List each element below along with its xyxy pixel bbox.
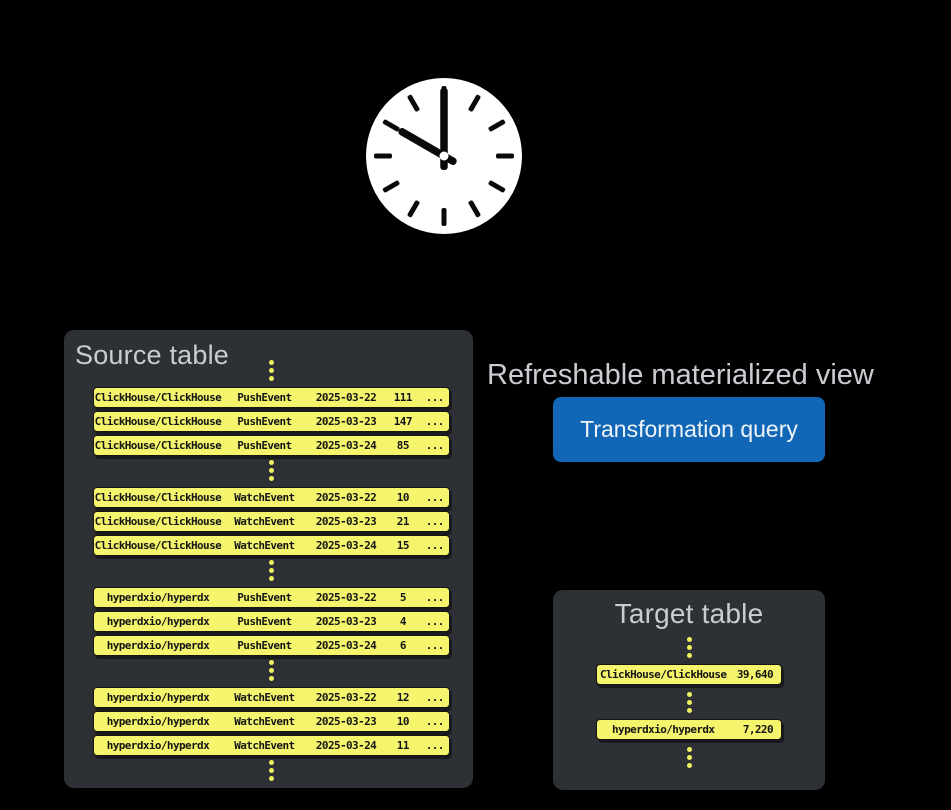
cell-count: 10: [396, 491, 410, 504]
cell-more: ...: [425, 539, 445, 552]
target-table-panel: Target table ClickHouse/ClickHouse 39,640…: [553, 590, 825, 790]
table-row: hyperdxio/hyperdx WatchEvent 2025-03-22 12.…: [93, 687, 450, 708]
source-table-title: Source table: [75, 340, 229, 370]
table-row: ClickHouse/ClickHouse 39,640: [596, 664, 782, 686]
cell-repo: hyperdxio/hyperdx: [106, 715, 210, 728]
cell-date: 2025-03-22: [315, 591, 377, 604]
cell-repo: hyperdxio/hyperdx: [106, 615, 210, 628]
cell-date: 2025-03-24: [315, 639, 377, 652]
cell-more: ...: [425, 415, 445, 428]
cell-repo: ClickHouse/ClickHouse: [94, 439, 222, 452]
cell-repo: ClickHouse/ClickHouse: [94, 415, 222, 428]
cell-event: PushEvent: [237, 391, 292, 404]
cell-count: 10: [396, 715, 410, 728]
cell-count: 4: [399, 615, 407, 628]
ellipsis-dots: [93, 760, 450, 781]
cell-event: WatchEvent: [234, 491, 295, 504]
target-table-title: Target table: [614, 598, 764, 629]
ellipsis-dots: [596, 747, 782, 769]
cell-repo: hyperdxio/hyperdx: [612, 723, 715, 737]
cell-more: ...: [425, 715, 445, 728]
cell-date: 2025-03-22: [315, 391, 377, 404]
cell-repo: hyperdxio/hyperdx: [106, 639, 210, 652]
source-rows: ClickHouse/ClickHouse PushEvent 2025-03-22…: [93, 330, 450, 781]
table-row: hyperdxio/hyperdx PushEvent 2025-03-23 4...: [93, 611, 450, 632]
ellipsis-dots: [93, 360, 450, 381]
ellipsis-dots: [93, 660, 450, 681]
cell-repo: hyperdxio/hyperdx: [106, 691, 210, 704]
cell-count: 15: [396, 539, 410, 552]
cell-count: 147: [393, 415, 413, 428]
cell-more: ...: [425, 391, 445, 404]
cell-count: 85: [396, 439, 410, 452]
transformation-query-button: Transformation query: [553, 397, 825, 462]
cell-repo: ClickHouse/ClickHouse: [599, 668, 727, 682]
cell-more: ...: [425, 739, 445, 752]
cell-repo: ClickHouse/ClickHouse: [94, 539, 222, 552]
cell-repo: ClickHouse/ClickHouse: [94, 491, 222, 504]
ellipsis-dots: [596, 692, 782, 714]
cell-event: WatchEvent: [234, 539, 295, 552]
cell-repo: ClickHouse/ClickHouse: [94, 515, 222, 528]
cell-total: 39,640: [736, 668, 774, 682]
table-row: hyperdxio/hyperdx WatchEvent 2025-03-23 10.…: [93, 711, 450, 732]
cell-date: 2025-03-24: [315, 739, 377, 752]
cell-event: PushEvent: [237, 439, 292, 452]
cell-more: ...: [425, 691, 445, 704]
table-row: ClickHouse/ClickHouse WatchEvent 2025-03-2…: [93, 511, 450, 532]
cell-count: 11: [396, 739, 410, 752]
table-row: hyperdxio/hyperdx PushEvent 2025-03-22 5...: [93, 587, 450, 608]
cell-more: ...: [425, 615, 445, 628]
cell-more: ...: [425, 639, 445, 652]
cell-event: PushEvent: [237, 591, 292, 604]
cell-event: WatchEvent: [234, 515, 295, 528]
cell-date: 2025-03-23: [315, 615, 377, 628]
ellipsis-dots: [93, 460, 450, 481]
cell-date: 2025-03-24: [315, 439, 377, 452]
table-row: hyperdxio/hyperdx 7,220: [596, 719, 782, 741]
table-row: hyperdxio/hyperdx PushEvent 2025-03-24 6...: [93, 635, 450, 656]
cell-repo: ClickHouse/ClickHouse: [94, 391, 222, 404]
cell-count: 6: [399, 639, 407, 652]
cell-count: 12: [396, 691, 410, 704]
cell-count: 5: [399, 591, 407, 604]
cell-count: 111: [393, 391, 413, 404]
cell-event: WatchEvent: [234, 715, 295, 728]
cell-date: 2025-03-24: [315, 539, 377, 552]
cell-event: PushEvent: [237, 415, 292, 428]
table-row: ClickHouse/ClickHouse PushEvent 2025-03-23…: [93, 411, 450, 432]
cell-date: 2025-03-23: [315, 515, 377, 528]
table-row: ClickHouse/ClickHouse WatchEvent 2025-03-2…: [93, 535, 450, 556]
clock-icon: [366, 78, 522, 234]
source-table-panel: Source table ClickHouse/ClickHouse PushEv…: [64, 330, 473, 788]
materialized-view-label: Refreshable materialized view: [487, 359, 874, 391]
cell-repo: hyperdxio/hyperdx: [106, 591, 210, 604]
cell-repo: hyperdxio/hyperdx: [106, 739, 210, 752]
ellipsis-dots: [596, 637, 782, 659]
cell-event: PushEvent: [237, 615, 292, 628]
cell-event: WatchEvent: [234, 739, 295, 752]
ellipsis-dots: [93, 560, 450, 581]
cell-date: 2025-03-23: [315, 715, 377, 728]
cell-date: 2025-03-22: [315, 491, 377, 504]
cell-more: ...: [425, 515, 445, 528]
cell-date: 2025-03-22: [315, 691, 377, 704]
table-row: ClickHouse/ClickHouse PushEvent 2025-03-24…: [93, 435, 450, 456]
cell-event: PushEvent: [237, 639, 292, 652]
cell-event: WatchEvent: [234, 691, 295, 704]
table-row: ClickHouse/ClickHouse PushEvent 2025-03-22…: [93, 387, 450, 408]
cell-count: 21: [396, 515, 410, 528]
cell-more: ...: [425, 439, 445, 452]
cell-total: 7,220: [742, 723, 774, 737]
target-rows: ClickHouse/ClickHouse 39,640 hyperdxio/hyp…: [596, 637, 782, 769]
table-row: ClickHouse/ClickHouse WatchEvent 2025-03-2…: [93, 487, 450, 508]
transformation-query-label: Transformation query: [580, 416, 798, 442]
cell-date: 2025-03-23: [315, 415, 377, 428]
cell-more: ...: [425, 591, 445, 604]
cell-more: ...: [425, 491, 445, 504]
table-row: hyperdxio/hyperdx WatchEvent 2025-03-24 11.…: [93, 735, 450, 756]
